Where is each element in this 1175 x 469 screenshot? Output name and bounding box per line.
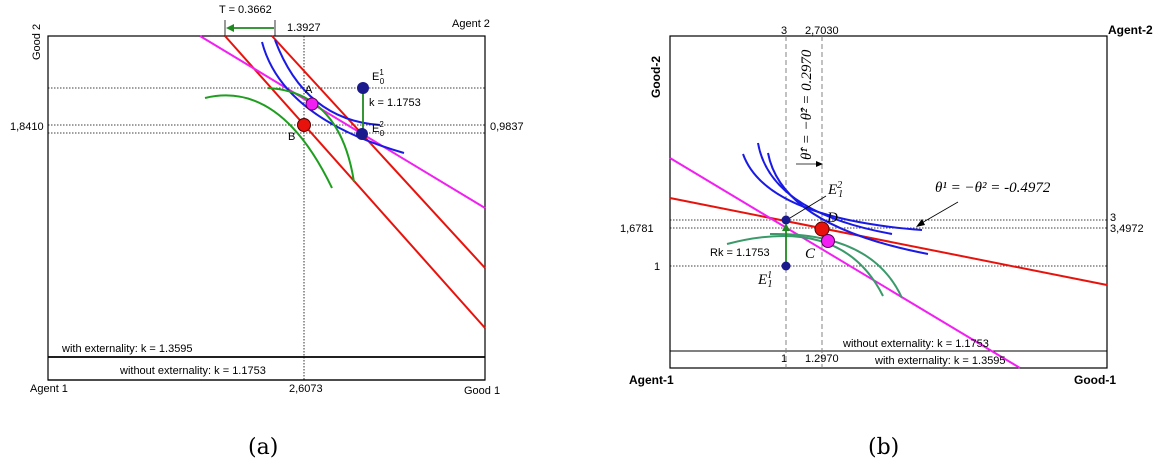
- with-externality-label-b: with externality: k = 1.3595: [874, 355, 1006, 367]
- left-value-a: 1,8410: [10, 121, 44, 133]
- indifference-curve-3-a: [204, 94, 333, 189]
- point-a-marker: [305, 97, 319, 111]
- with-externality-label-a: with externality: k = 1.3595: [61, 343, 193, 355]
- indifference-curve-4-a: [267, 87, 355, 183]
- caption-b: (b): [868, 435, 899, 460]
- rk-label: Rk = 1.1753: [710, 247, 770, 259]
- good1-label-b: Good-1: [1074, 373, 1116, 387]
- top-value-a: 1.3927: [287, 22, 321, 34]
- theta-hat-arrowhead: [816, 161, 823, 167]
- theta-arrow: [919, 201, 959, 225]
- edgeworth-box-a: [47, 35, 486, 381]
- left-value-b: 1,6781: [620, 223, 654, 235]
- e2-pointer-b: [789, 195, 827, 219]
- caption-a: (a): [248, 435, 278, 460]
- point-b-label: B: [288, 131, 295, 143]
- indifference-curve-1-b: [742, 153, 923, 231]
- e1-label-a: E1 0: [372, 68, 385, 86]
- endowment-e1-marker-b: [781, 261, 791, 271]
- point-c-label: C: [805, 246, 816, 262]
- right-value-b: 3,4972: [1110, 223, 1144, 235]
- budget-line-1-a: [224, 35, 486, 329]
- panel-b: 3 2,7030 Agent-2 Good-2 1,6781 1 3 3,497…: [620, 23, 1153, 460]
- right-3-b: 3: [1110, 212, 1116, 224]
- endowment-e2-marker-b: [781, 215, 791, 225]
- theta-label: θ¹ = −θ² = -0.4972: [935, 180, 1051, 196]
- theta-hat-label: θ̂¹ = −θ̂² = 0.2970: [799, 49, 815, 160]
- agent2-label-b: Agent-2: [1108, 23, 1153, 37]
- point-d-label: D: [826, 210, 838, 226]
- price-line-b: [669, 157, 1021, 369]
- panel-a: T = 0.3662 1.3927 Agent 2 1,8410 0,9837 …: [10, 4, 524, 460]
- budget-line-b: [669, 197, 1108, 286]
- e1-label-b: E1 1: [757, 270, 772, 290]
- without-externality-label-a: without externality: k = 1.1753: [119, 365, 266, 377]
- agent1-label-b: Agent-1: [629, 373, 674, 387]
- indifference-curve-2-b: [767, 152, 929, 255]
- agent2-label-a: Agent 2: [452, 18, 490, 30]
- edgeworth-box-b: [669, 35, 1108, 369]
- rk-arrowhead: [782, 223, 790, 231]
- e2-label-a: E2 0: [372, 120, 385, 138]
- agent1-label-a: Agent 1: [30, 383, 68, 395]
- bottom-1-b: 1: [781, 353, 787, 365]
- bottom-value-b: 1.2970: [805, 353, 839, 365]
- good2-label-b: Good-2: [649, 56, 663, 98]
- bottom-value-a: 2,6073: [289, 383, 323, 395]
- point-c-marker: [821, 234, 835, 248]
- good2-label-a: Good 2: [31, 24, 43, 60]
- indifference-curve-5-b: [769, 232, 903, 299]
- left-1-b: 1: [654, 261, 660, 273]
- right-value-a: 0,9837: [490, 121, 524, 133]
- point-d-marker: [814, 221, 830, 237]
- without-externality-label-b: without externality: k = 1.1753: [842, 338, 989, 350]
- point-b-marker: [297, 118, 311, 132]
- point-a-label: A: [305, 84, 313, 96]
- e2-label-b: E2 1: [827, 180, 843, 200]
- k-label-a: k = 1.1753: [369, 97, 421, 109]
- good1-label-a: Good 1: [464, 385, 500, 397]
- t-arrowhead: [226, 24, 234, 32]
- theta-arrowhead: [916, 219, 925, 227]
- top-3-b: 3: [781, 25, 787, 37]
- endowment-e1-marker-a: [357, 82, 369, 94]
- endowment-e2-marker-a: [356, 128, 368, 140]
- top-value-b: 2,7030: [805, 25, 839, 37]
- price-line-a: [199, 35, 486, 209]
- indifference-curve-3-b: [757, 142, 893, 235]
- budget-line-2-a: [271, 35, 486, 269]
- t-label: T = 0.3662: [219, 4, 272, 16]
